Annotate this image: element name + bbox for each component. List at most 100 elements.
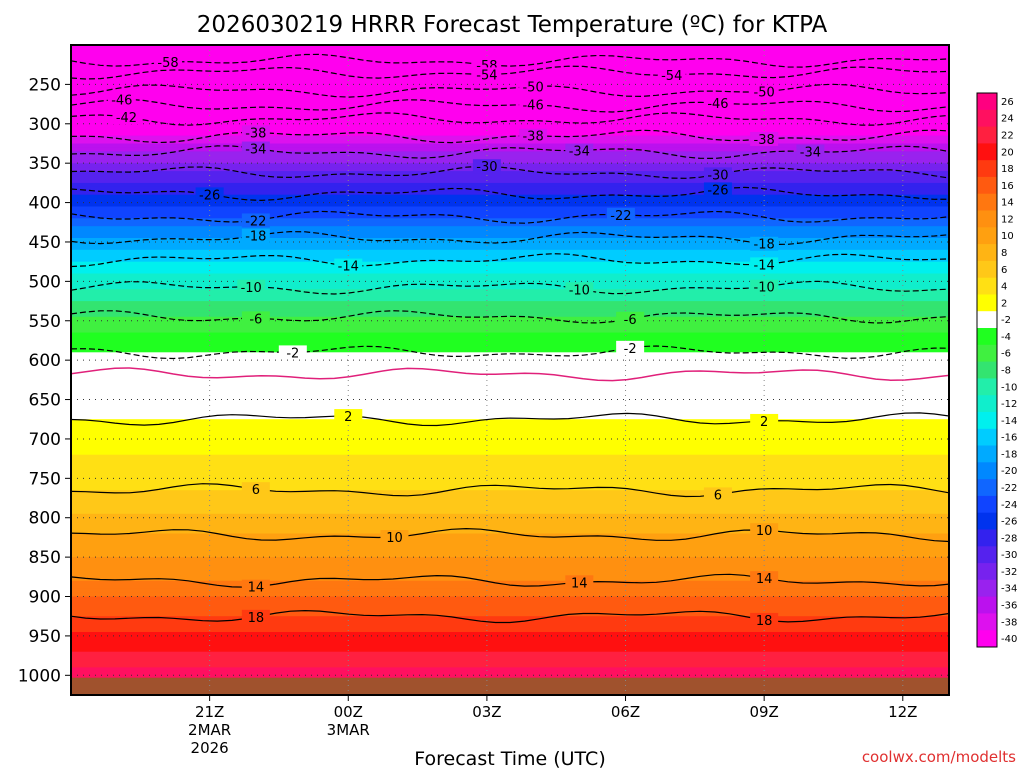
- temperature-band: [71, 572, 949, 578]
- contour-label-bg: [703, 167, 732, 182]
- temperature-band: [71, 584, 949, 590]
- colorbar-swatch: [977, 378, 997, 396]
- y-tick-label: 500: [29, 272, 61, 292]
- temperature-band: [71, 234, 949, 239]
- temperature-band: [71, 108, 949, 113]
- colorbar-label: -6: [1001, 349, 1011, 360]
- temperature-band: [71, 210, 949, 215]
- temperature-band: [71, 285, 949, 290]
- contour-label: -14: [754, 258, 775, 273]
- contour-label-bg: [237, 279, 266, 294]
- temperature-band: [71, 265, 949, 271]
- contour-label: -2: [624, 342, 637, 357]
- temperature-band: [71, 100, 949, 105]
- temperature-band: [71, 568, 949, 574]
- x-tick-label: 00Z: [334, 703, 363, 721]
- y-tick-label: 450: [29, 233, 61, 253]
- colorbar-swatch: [977, 395, 997, 413]
- temperature-band: [71, 123, 949, 129]
- temperature-band: [71, 119, 949, 125]
- colorbar-swatch: [977, 630, 997, 648]
- temperature-band: [71, 596, 949, 601]
- temperature-band: [71, 533, 949, 538]
- temperature-band: [71, 529, 949, 534]
- temperature-band: [71, 608, 949, 613]
- y-tick-label: 650: [29, 391, 61, 411]
- temperature-band: [71, 663, 949, 668]
- contour-label-bg: [616, 311, 645, 326]
- temperature-band: [71, 194, 949, 200]
- temperature-band: [71, 419, 949, 424]
- credit-link[interactable]: coolwx.com/modelts: [862, 748, 1016, 766]
- temperature-band: [71, 632, 949, 637]
- contour-line: [71, 210, 949, 224]
- temperature-band: [71, 395, 949, 401]
- contour-label-bg: [195, 187, 224, 202]
- temperature-band: [71, 293, 949, 298]
- contour-label: -34: [569, 145, 590, 160]
- y-axis: 250 300 350 400 450 500 550 600 650 700 750 800 850 9…: [18, 75, 71, 686]
- temperature-band: [71, 214, 949, 219]
- temperature-band: [71, 474, 949, 479]
- temperature-band: [71, 332, 949, 338]
- colorbar-label: 6: [1001, 265, 1007, 276]
- colorbar-swatch: [977, 176, 997, 195]
- contour-label: -50: [754, 86, 775, 101]
- temperature-band: [71, 356, 949, 361]
- temperature-band: [71, 360, 949, 365]
- temperature-band: [71, 391, 949, 397]
- temperature-band: [71, 253, 949, 259]
- y-tick-label: 950: [29, 627, 61, 647]
- temperature-band: [71, 368, 949, 373]
- colorbar-label: 4: [1001, 282, 1007, 293]
- contour-label: -22: [245, 214, 266, 229]
- colorbar-swatch: [977, 93, 997, 111]
- contour-line: [71, 83, 949, 98]
- plot-area: -58 -58-54 -54-50 -50-46 -46 -46-42-38 -38 -38-…: [71, 45, 949, 695]
- temperature-band: [71, 635, 949, 641]
- colorbar-label: -18: [1001, 449, 1017, 460]
- temperature-band: [71, 600, 949, 605]
- contour-label-bg: [334, 258, 363, 273]
- contour-label-bg: [703, 487, 732, 502]
- contour-label-bg: [750, 257, 779, 272]
- temperature-band: [71, 242, 949, 247]
- contour-line: [71, 145, 949, 160]
- contour-label-bg: [241, 482, 270, 497]
- colorbar-label: -20: [1001, 466, 1017, 477]
- contour-line: [71, 112, 949, 126]
- contour-label-bg: [241, 213, 270, 228]
- temperature-band: [71, 498, 949, 503]
- contour-label-bg: [519, 79, 548, 94]
- temperature-band: [71, 612, 949, 617]
- temperature-band: [71, 435, 949, 440]
- colorbar-swatch: [977, 596, 997, 614]
- temperature-band: [71, 466, 949, 471]
- contour-label-bg: [472, 67, 501, 82]
- temperature-band: [71, 96, 949, 101]
- temperature-band: [71, 545, 949, 550]
- temperature-band: [71, 222, 949, 227]
- temperature-band: [71, 60, 949, 66]
- temperature-band: [71, 269, 949, 274]
- y-tick-label: 600: [29, 351, 61, 371]
- temperature-band: [71, 320, 949, 326]
- contour-label-bg: [750, 131, 779, 146]
- colorbar-swatch: [977, 260, 997, 279]
- colorbar-label: 12: [1001, 214, 1014, 225]
- temperature-band: [71, 438, 949, 444]
- temperature-band: [71, 163, 949, 168]
- contour-label: -6: [249, 312, 262, 327]
- colorbar-swatch: [977, 244, 997, 262]
- colorbar-label: -16: [1001, 433, 1017, 444]
- temperature-band: [71, 671, 949, 676]
- y-tick-label: 1000: [18, 666, 61, 686]
- temperature-band: [71, 159, 949, 164]
- contour-label-bg: [657, 67, 686, 82]
- contour-label-bg: [472, 159, 501, 174]
- temperature-band: [71, 541, 949, 546]
- contour-label-bg: [519, 128, 548, 143]
- contour-label: -6: [624, 313, 637, 328]
- colorbar-swatch: [977, 546, 997, 564]
